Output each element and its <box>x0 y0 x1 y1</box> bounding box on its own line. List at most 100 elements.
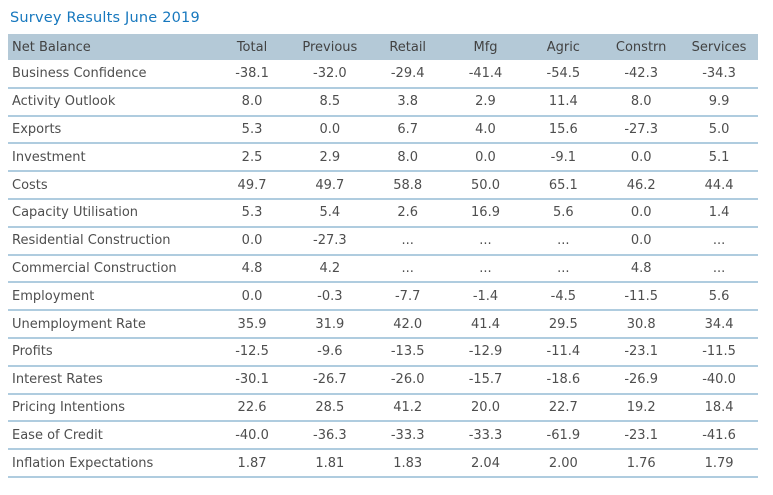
value-cell: 1.87 <box>213 449 291 478</box>
value-cell: 5.1 <box>680 143 758 173</box>
value-cell: 2.00 <box>524 449 603 478</box>
row-label: Ease of Credit <box>8 421 214 451</box>
value-cell: 4.0 <box>446 115 525 145</box>
row-label: Employment <box>8 282 214 312</box>
row-label: Interest Rates <box>8 365 214 395</box>
value-cell: 11.4 <box>524 87 603 117</box>
row-label: Capacity Utilisation <box>8 198 214 228</box>
value-cell: -42.3 <box>602 60 681 89</box>
row-label: Residential Construction <box>8 226 214 256</box>
value-cell: -26.0 <box>368 365 447 395</box>
value-cell: -36.3 <box>290 421 369 451</box>
column-header-previous: Previous <box>290 34 369 60</box>
table-row: Unemployment Rate 35.9 31.9 42.0 41.4 29.5 30.… <box>8 310 758 339</box>
value-cell: -12.5 <box>213 337 291 367</box>
survey-results-table: Net Balance Total Previous Retail Mfg Agric Co… <box>8 34 758 478</box>
value-cell: 1.4 <box>680 198 758 228</box>
value-cell: 16.9 <box>446 198 525 228</box>
value-cell: -4.5 <box>524 282 603 312</box>
table-row: Costs 49.7 49.7 58.8 50.0 65.1 46.2 44.4 <box>8 171 758 200</box>
value-cell: 50.0 <box>446 171 525 200</box>
value-cell: 2.9 <box>446 87 525 117</box>
value-cell: 5.0 <box>680 115 758 145</box>
value-cell: 0.0 <box>213 226 291 256</box>
value-cell: ... <box>680 254 758 284</box>
value-cell: ... <box>368 254 447 284</box>
value-cell: 44.4 <box>680 171 758 200</box>
value-cell: -18.6 <box>524 365 603 395</box>
value-cell: -9.1 <box>524 143 603 173</box>
table-header: Net Balance Total Previous Retail Mfg Agric Co… <box>8 34 758 60</box>
value-cell: -61.9 <box>524 421 603 451</box>
table-row: Interest Rates -30.1 -26.7 -26.0 -15.7 -18.6-… <box>8 365 758 395</box>
value-cell: 0.0 <box>602 143 681 173</box>
table-body: Business Confidence -38.1 -32.0 -29.4 -41.4-… <box>8 60 758 478</box>
value-cell: 0.0 <box>446 143 525 173</box>
value-cell: 49.7 <box>290 171 369 200</box>
table-row: Commercial Construction 4.8 4.2......... 4.… <box>8 254 758 284</box>
value-cell: -0.3 <box>290 282 369 312</box>
table-row: Inflation Expectations 1.87 1.81 1.83 2.04 2.… <box>8 449 758 478</box>
value-cell: 0.0 <box>602 226 681 256</box>
value-cell: -33.3 <box>368 421 447 451</box>
value-cell: -26.7 <box>290 365 369 395</box>
column-header-retail: Retail <box>368 34 447 60</box>
value-cell: 22.6 <box>213 393 291 423</box>
value-cell: 5.4 <box>290 198 369 228</box>
value-cell: -15.7 <box>446 365 525 395</box>
value-cell: 2.5 <box>213 143 291 173</box>
row-label: Pricing Intentions <box>8 393 214 423</box>
page-title: Survey Results June 2019 <box>10 10 200 26</box>
table-row: Business Confidence -38.1 -32.0 -29.4 -41.4-… <box>8 60 758 89</box>
value-cell: 29.5 <box>524 310 603 339</box>
value-cell: -30.1 <box>213 365 291 395</box>
value-cell: -38.1 <box>213 60 291 89</box>
value-cell: ... <box>446 226 525 256</box>
value-cell: -11.5 <box>602 282 681 312</box>
value-cell: 8.0 <box>602 87 681 117</box>
value-cell: ... <box>524 226 603 256</box>
value-cell: 30.8 <box>602 310 681 339</box>
value-cell: ... <box>524 254 603 284</box>
value-cell: 4.2 <box>290 254 369 284</box>
value-cell: ... <box>368 226 447 256</box>
table-row: Capacity Utilisation 5.3 5.4 2.6 16.9 5.6 0.0 1… <box>8 198 758 228</box>
value-cell: 1.83 <box>368 449 447 478</box>
value-cell: -27.3 <box>290 226 369 256</box>
value-cell: 0.0 <box>602 198 681 228</box>
value-cell: 8.5 <box>290 87 369 117</box>
value-cell: 9.9 <box>680 87 758 117</box>
value-cell: 2.04 <box>446 449 525 478</box>
value-cell: -11.4 <box>524 337 603 367</box>
table-row: Ease of Credit -40.0 -36.3 -33.3 -33.3 -61.9-… <box>8 421 758 451</box>
value-cell: 5.6 <box>680 282 758 312</box>
column-header-services: Services <box>680 34 758 60</box>
value-cell: 22.7 <box>524 393 603 423</box>
value-cell: 34.4 <box>680 310 758 339</box>
table-row: Pricing Intentions 22.6 28.5 41.2 20.0 22.7 19… <box>8 393 758 423</box>
table-row: Investment 2.5 2.9 8.0 0.0 -9.1 0.0 5.1 <box>8 143 758 173</box>
value-cell: -41.6 <box>680 421 758 451</box>
value-cell: 0.0 <box>290 115 369 145</box>
value-cell: 19.2 <box>602 393 681 423</box>
value-cell: 28.5 <box>290 393 369 423</box>
value-cell: 1.79 <box>680 449 758 478</box>
row-label: Profits <box>8 337 214 367</box>
value-cell: 49.7 <box>213 171 291 200</box>
value-cell: ... <box>446 254 525 284</box>
column-header-total: Total <box>213 34 291 60</box>
table-row: Employment 0.0 -0.3 -7.7 -1.4 -4.5 -11.5 5.6 <box>8 282 758 312</box>
value-cell: 31.9 <box>290 310 369 339</box>
value-cell: 2.6 <box>368 198 447 228</box>
value-cell: 5.3 <box>213 115 291 145</box>
value-cell: 42.0 <box>368 310 447 339</box>
table-row: Exports 5.3 0.0 6.7 4.0 15.6 -27.3 5.0 <box>8 115 758 145</box>
value-cell: -1.4 <box>446 282 525 312</box>
value-cell: -41.4 <box>446 60 525 89</box>
value-cell: 15.6 <box>524 115 603 145</box>
value-cell: 4.8 <box>602 254 681 284</box>
value-cell: -26.9 <box>602 365 681 395</box>
column-header-agric: Agric <box>524 34 603 60</box>
row-label: Exports <box>8 115 214 145</box>
value-cell: 3.8 <box>368 87 447 117</box>
